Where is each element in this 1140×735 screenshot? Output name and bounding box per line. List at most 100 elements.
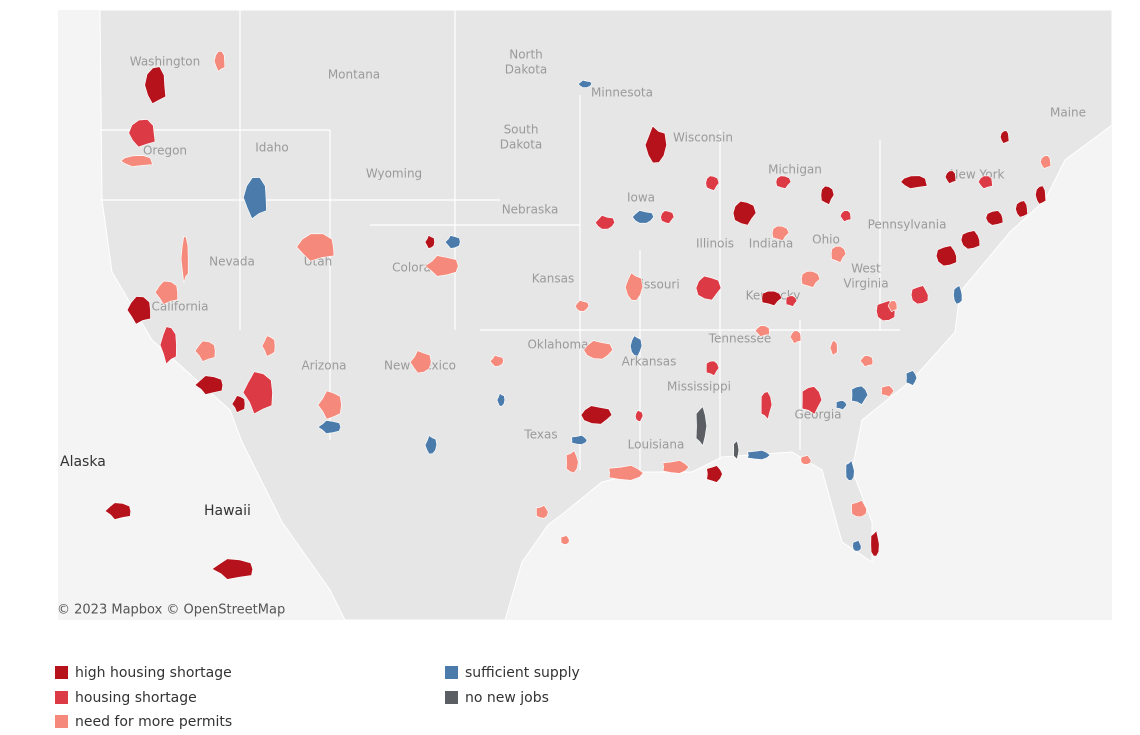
- metro-area: [104, 502, 132, 520]
- metro-area: [760, 391, 773, 420]
- metro-area: [801, 386, 823, 415]
- metro-area: [789, 330, 802, 345]
- place-label: Dakota: [500, 138, 543, 152]
- metro-area: [594, 215, 616, 230]
- place-label: Ohio: [812, 233, 840, 247]
- legend-swatch: [445, 666, 458, 679]
- place-label: Wyoming: [366, 167, 422, 181]
- place-label: Texas: [523, 428, 557, 442]
- metro-area: [424, 255, 459, 277]
- legend-label: no new jobs: [465, 690, 549, 706]
- metro-area: [706, 465, 723, 483]
- metro-area: [154, 280, 178, 305]
- metro-area: [839, 210, 852, 223]
- metro-area: [565, 450, 579, 474]
- metro-area: [631, 210, 655, 224]
- metro-area: [900, 175, 928, 189]
- metro-area: [705, 360, 720, 376]
- place-label: Pennsylvania: [868, 218, 947, 232]
- metro-area: [144, 66, 167, 105]
- place-label: West: [851, 262, 881, 276]
- legend-label: housing shortage: [75, 690, 197, 706]
- metro-area: [830, 245, 847, 263]
- metro-area: [409, 350, 432, 374]
- metro-area: [851, 500, 868, 518]
- metro-area: [231, 395, 246, 413]
- place-label: Iowa: [627, 191, 655, 205]
- place-label: California: [152, 300, 209, 314]
- place-label: Mississippi: [667, 380, 731, 394]
- metro-area: [852, 539, 862, 552]
- metro-area: [128, 119, 156, 148]
- metro-area: [761, 290, 783, 306]
- metro-area: [771, 225, 790, 241]
- metro-area: [1015, 200, 1028, 218]
- metro-area: [985, 210, 1004, 226]
- legend-swatch: [55, 666, 68, 679]
- metro-area: [695, 275, 722, 301]
- inset-label: Alaska: [60, 454, 106, 470]
- metro-area: [608, 465, 644, 481]
- metro-area: [243, 177, 267, 220]
- place-label: Louisiana: [628, 438, 685, 452]
- metro-area: [261, 335, 276, 357]
- metro-area: [732, 200, 757, 226]
- metro-area: [999, 130, 1010, 144]
- metro-area: [1035, 185, 1047, 205]
- place-label: Arkansas: [622, 355, 677, 369]
- metro-area: [960, 230, 981, 250]
- state-borders: [100, 10, 900, 470]
- place-label: Maine: [1050, 106, 1086, 120]
- metro-area: [1039, 155, 1052, 169]
- metro-area: [775, 175, 792, 189]
- legend-label: need for more permits: [75, 714, 232, 730]
- metro-area: [747, 449, 771, 460]
- metro-area: [953, 285, 963, 305]
- legend-label: sufficient supply: [465, 665, 580, 681]
- metro-area: [444, 235, 461, 249]
- place-label: Tennessee: [708, 332, 772, 346]
- place-label: North: [509, 48, 543, 62]
- place-label: Washington: [130, 55, 201, 69]
- metro-area: [574, 300, 590, 312]
- metro-area: [977, 175, 993, 189]
- place-label: Wisconsin: [673, 131, 733, 145]
- metro-area: [560, 534, 570, 545]
- place-label: Arizona: [301, 359, 346, 373]
- legend-swatch: [445, 691, 458, 704]
- metro-area: [577, 79, 593, 88]
- metro-area: [944, 170, 957, 184]
- metro-area: [829, 340, 838, 357]
- metro-area: [662, 460, 690, 474]
- metro-area: [835, 400, 848, 411]
- metro-area: [660, 210, 675, 224]
- metro-area: [194, 375, 224, 395]
- metro-area: [159, 326, 177, 365]
- land: [99, 9, 1113, 621]
- metro-area: [887, 300, 898, 313]
- attribution: © 2023 Mapbox © OpenStreetMap: [57, 603, 285, 618]
- metro-area: [845, 459, 855, 482]
- place-label: Georgia: [794, 408, 841, 422]
- place-label: Nebraska: [502, 203, 559, 217]
- metro-area: [644, 125, 667, 164]
- metro-area: [820, 185, 835, 205]
- metro-area: [211, 558, 254, 580]
- metro-area: [800, 454, 812, 465]
- metro-area: [213, 50, 226, 72]
- place-label: Minnesota: [591, 86, 653, 100]
- metro-area: [859, 355, 874, 368]
- metro-area: [317, 420, 342, 434]
- metro-area: [424, 234, 435, 249]
- legend-label: high housing shortage: [75, 665, 232, 681]
- place-label: New York: [950, 168, 1005, 182]
- place-label: South: [504, 123, 539, 137]
- metro-area: [695, 406, 708, 447]
- legend-swatch: [55, 691, 68, 704]
- metro-area: [296, 233, 335, 262]
- metro-area: [580, 405, 613, 425]
- metro-area: [536, 505, 549, 519]
- metro-area: [634, 410, 644, 422]
